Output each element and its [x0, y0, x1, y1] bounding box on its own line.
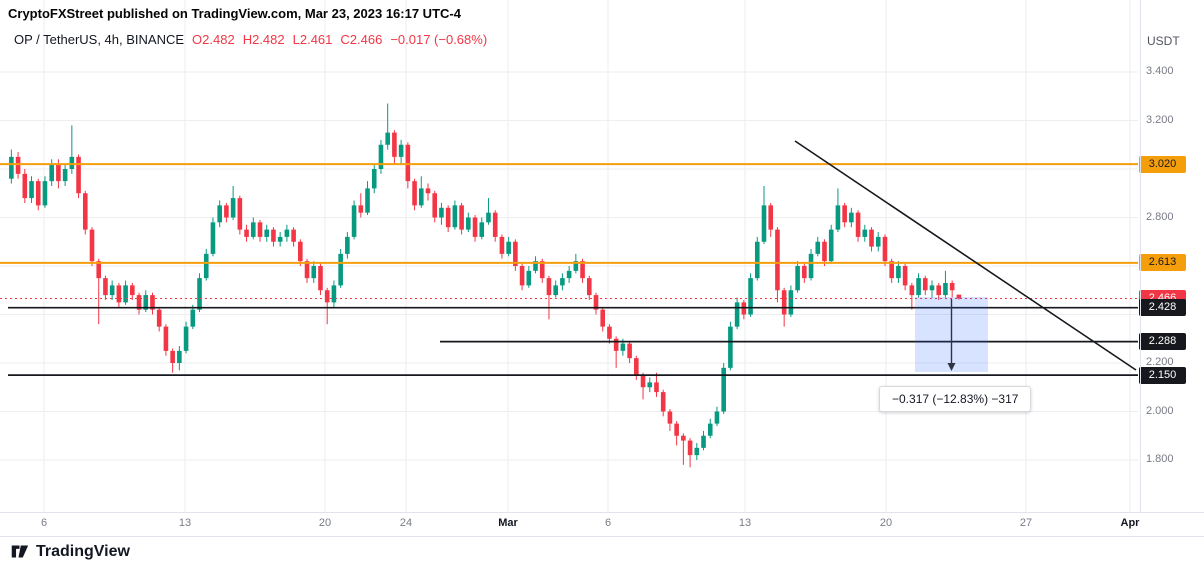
- tradingview-logo-icon: [11, 545, 29, 558]
- high-value: H2.482: [242, 32, 285, 47]
- quote-currency-label: USDT: [1147, 34, 1180, 48]
- symbol-legend[interactable]: OP / TetherUS, 4h, BINANCE O2.482 H2.482…: [14, 32, 487, 47]
- measure-arrow-head: [947, 363, 956, 371]
- price-axis-separator: [1140, 0, 1141, 512]
- symbol-title[interactable]: OP / TetherUS, 4h, BINANCE: [14, 32, 185, 47]
- tradingview-footer[interactable]: TradingView: [10, 542, 130, 561]
- attribution-text: CryptoFXStreet published on TradingView.…: [8, 6, 461, 21]
- horizontal-levels[interactable]: [0, 163, 1138, 376]
- change-value: −0.017 (−0.68%): [390, 32, 488, 47]
- descending-trendline[interactable]: [794, 140, 1137, 371]
- footer-separator: [0, 536, 1204, 537]
- tradingview-logo-text: TradingView: [36, 542, 130, 560]
- measure-tool-label: −0.317 (−12.83%) −317: [879, 386, 1032, 412]
- low-value: L2.461: [292, 32, 333, 47]
- open-value: O2.482: [192, 32, 235, 47]
- candlestick-series: [9, 103, 962, 468]
- time-axis-separator: [0, 512, 1204, 513]
- close-value: C2.466: [340, 32, 383, 47]
